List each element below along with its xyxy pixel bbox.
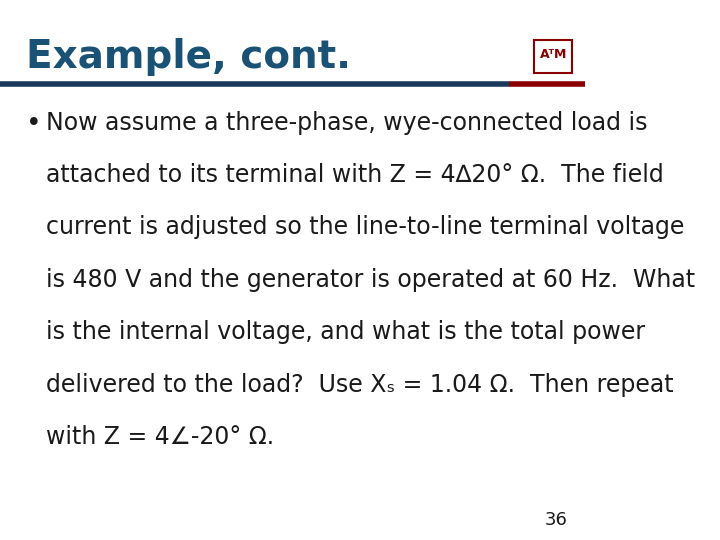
Text: •: •: [27, 111, 42, 137]
Text: 36: 36: [545, 511, 568, 529]
Text: delivered to the load?  Use Xₛ = 1.04 Ω.  Then repeat: delivered to the load? Use Xₛ = 1.04 Ω. …: [45, 373, 673, 396]
FancyBboxPatch shape: [534, 40, 572, 73]
Text: attached to its terminal with Z = 4∆20° Ω.  The field: attached to its terminal with Z = 4∆20° …: [45, 163, 663, 187]
Text: Example, cont.: Example, cont.: [27, 38, 351, 76]
Text: current is adjusted so the line-to-line terminal voltage: current is adjusted so the line-to-line …: [45, 215, 684, 239]
Text: AᵀM: AᵀM: [539, 48, 567, 60]
Text: Now assume a three-phase, wye-connected load is: Now assume a three-phase, wye-connected …: [45, 111, 647, 134]
Text: is 480 V and the generator is operated at 60 Hz.  What: is 480 V and the generator is operated a…: [45, 268, 695, 292]
Text: with Z = 4∠-20° Ω.: with Z = 4∠-20° Ω.: [45, 425, 274, 449]
Text: is the internal voltage, and what is the total power: is the internal voltage, and what is the…: [45, 320, 645, 344]
